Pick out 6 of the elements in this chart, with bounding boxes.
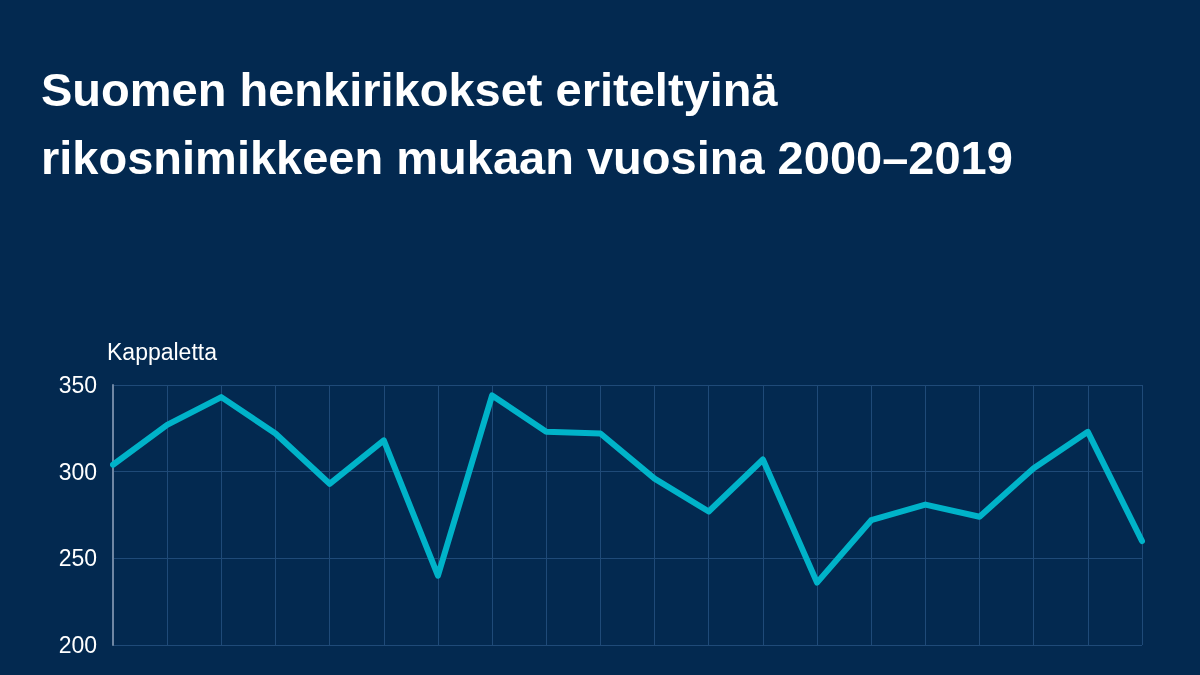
- chart-title: Suomen henkirikokset eriteltyinä rikosnimikkeen mukaan vuosina 2000–2019: [41, 62, 1013, 184]
- y-tick-label: 300: [58, 458, 97, 485]
- y-tick-label: 350: [58, 372, 97, 398]
- y-tick-label: 200: [58, 632, 97, 658]
- y-tick-label: 250: [58, 545, 97, 572]
- y-axis-title: Kappaletta: [107, 338, 218, 365]
